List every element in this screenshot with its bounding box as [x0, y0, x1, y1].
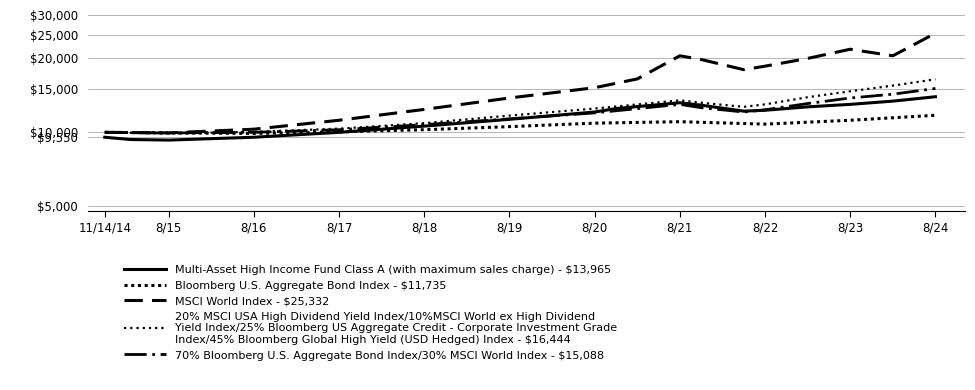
Legend: Multi-Asset High Income Fund Class A (with maximum sales charge) - $13,965, Bloo: Multi-Asset High Income Fund Class A (wi… — [120, 260, 622, 365]
